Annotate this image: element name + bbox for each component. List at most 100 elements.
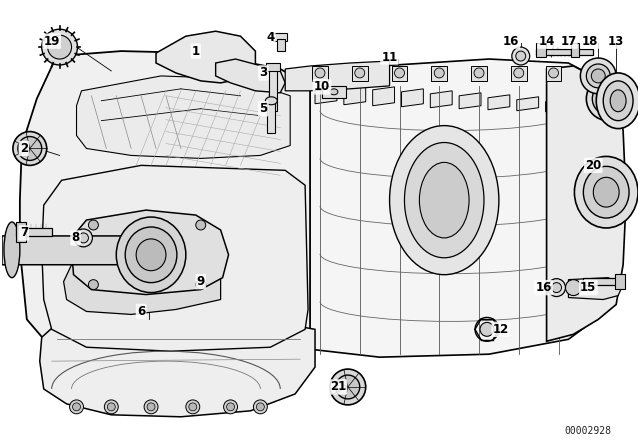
Bar — [16, 228, 52, 236]
Ellipse shape — [394, 68, 404, 78]
Polygon shape — [568, 278, 623, 300]
Ellipse shape — [223, 400, 237, 414]
Ellipse shape — [586, 64, 610, 88]
Ellipse shape — [136, 239, 166, 271]
Ellipse shape — [586, 77, 630, 121]
Ellipse shape — [125, 227, 177, 283]
Ellipse shape — [48, 35, 72, 59]
Polygon shape — [40, 314, 315, 417]
Ellipse shape — [72, 403, 81, 411]
Ellipse shape — [189, 403, 196, 411]
Bar — [583, 278, 623, 284]
Ellipse shape — [227, 403, 234, 411]
Text: 16: 16 — [502, 34, 519, 47]
Ellipse shape — [548, 279, 566, 297]
Polygon shape — [430, 91, 452, 108]
Polygon shape — [471, 66, 487, 81]
Polygon shape — [392, 66, 408, 81]
Bar — [273, 33, 287, 41]
Ellipse shape — [435, 68, 444, 78]
Polygon shape — [63, 265, 221, 314]
Ellipse shape — [144, 400, 158, 414]
Ellipse shape — [575, 156, 638, 228]
Text: 21: 21 — [330, 380, 346, 393]
Polygon shape — [72, 210, 228, 294]
Ellipse shape — [599, 90, 617, 108]
Ellipse shape — [116, 217, 186, 293]
Ellipse shape — [516, 51, 525, 61]
Ellipse shape — [18, 137, 42, 160]
Ellipse shape — [390, 125, 499, 275]
Ellipse shape — [330, 369, 365, 405]
Ellipse shape — [88, 220, 99, 230]
Ellipse shape — [583, 166, 629, 218]
Ellipse shape — [186, 400, 200, 414]
Polygon shape — [344, 85, 365, 105]
Bar — [536, 49, 573, 55]
Polygon shape — [285, 61, 390, 91]
Text: 16: 16 — [536, 281, 552, 294]
Text: 00002928: 00002928 — [565, 426, 612, 436]
Ellipse shape — [104, 400, 118, 414]
Text: 19: 19 — [44, 34, 60, 47]
Ellipse shape — [13, 132, 47, 165]
Ellipse shape — [88, 280, 99, 289]
Ellipse shape — [419, 162, 469, 238]
Polygon shape — [401, 89, 423, 107]
Polygon shape — [459, 93, 481, 109]
Text: 13: 13 — [608, 34, 624, 47]
Polygon shape — [2, 236, 149, 265]
Ellipse shape — [108, 403, 115, 411]
Text: 6: 6 — [137, 305, 145, 318]
Ellipse shape — [330, 89, 338, 95]
Ellipse shape — [596, 73, 640, 129]
Bar — [269, 69, 277, 111]
Ellipse shape — [79, 233, 88, 243]
Polygon shape — [545, 66, 561, 81]
Ellipse shape — [42, 29, 77, 65]
Ellipse shape — [604, 81, 633, 121]
Text: 17: 17 — [561, 34, 577, 47]
Text: 7: 7 — [20, 226, 28, 239]
Text: 1: 1 — [192, 45, 200, 58]
Bar — [536, 43, 545, 57]
Ellipse shape — [257, 403, 264, 411]
Polygon shape — [315, 83, 337, 104]
Bar — [572, 43, 579, 57]
Ellipse shape — [253, 400, 268, 414]
Bar — [322, 86, 346, 98]
Polygon shape — [516, 97, 539, 111]
Text: 18: 18 — [582, 34, 598, 47]
Ellipse shape — [548, 68, 559, 78]
Ellipse shape — [70, 400, 83, 414]
Ellipse shape — [315, 68, 325, 78]
Bar — [277, 39, 285, 51]
Text: 4: 4 — [266, 30, 275, 43]
Text: 10: 10 — [314, 80, 330, 93]
Polygon shape — [372, 87, 394, 106]
Text: 9: 9 — [196, 275, 205, 288]
Polygon shape — [352, 66, 368, 81]
Polygon shape — [77, 76, 290, 159]
Polygon shape — [156, 31, 255, 83]
Polygon shape — [545, 99, 568, 112]
Ellipse shape — [566, 280, 581, 296]
Polygon shape — [431, 66, 447, 81]
Polygon shape — [42, 165, 308, 351]
Ellipse shape — [580, 58, 616, 94]
Ellipse shape — [196, 220, 205, 230]
Bar — [615, 274, 625, 289]
Polygon shape — [216, 59, 285, 93]
Polygon shape — [20, 51, 310, 369]
Bar — [572, 49, 593, 55]
Bar — [16, 222, 26, 242]
Ellipse shape — [552, 283, 561, 293]
Ellipse shape — [610, 90, 626, 112]
Polygon shape — [488, 95, 510, 110]
Ellipse shape — [480, 323, 494, 336]
Polygon shape — [292, 59, 610, 357]
Text: 3: 3 — [259, 66, 268, 79]
Ellipse shape — [512, 47, 530, 65]
Ellipse shape — [514, 68, 524, 78]
Text: 15: 15 — [580, 281, 596, 294]
